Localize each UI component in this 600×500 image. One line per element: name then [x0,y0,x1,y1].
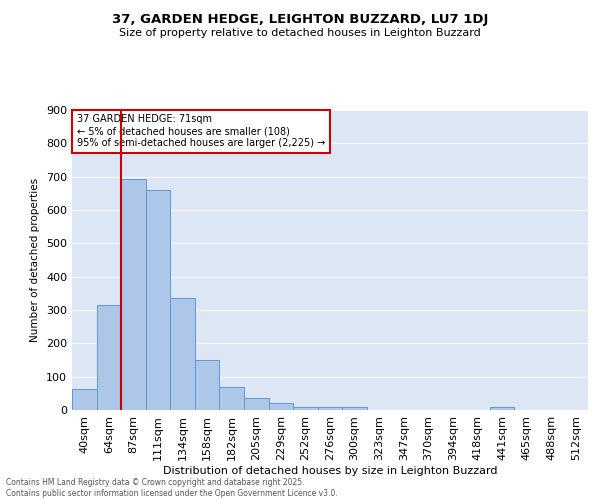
Bar [244,398,269,410]
Bar [146,190,170,410]
Text: Size of property relative to detached houses in Leighton Buzzard: Size of property relative to detached ho… [119,28,481,38]
Bar [195,360,220,410]
X-axis label: Distribution of detached houses by size in Leighton Buzzard: Distribution of detached houses by size … [163,466,497,475]
Bar [72,390,97,410]
Bar [97,306,121,410]
Bar [293,406,318,410]
Bar [490,406,514,410]
Text: 37, GARDEN HEDGE, LEIGHTON BUZZARD, LU7 1DJ: 37, GARDEN HEDGE, LEIGHTON BUZZARD, LU7 … [112,12,488,26]
Bar [220,388,244,410]
Y-axis label: Number of detached properties: Number of detached properties [31,178,40,342]
Bar [121,179,146,410]
Bar [318,408,342,410]
Bar [269,402,293,410]
Bar [342,406,367,410]
Text: 37 GARDEN HEDGE: 71sqm
← 5% of detached houses are smaller (108)
95% of semi-det: 37 GARDEN HEDGE: 71sqm ← 5% of detached … [77,114,325,148]
Text: Contains HM Land Registry data © Crown copyright and database right 2025.
Contai: Contains HM Land Registry data © Crown c… [6,478,338,498]
Bar [170,298,195,410]
